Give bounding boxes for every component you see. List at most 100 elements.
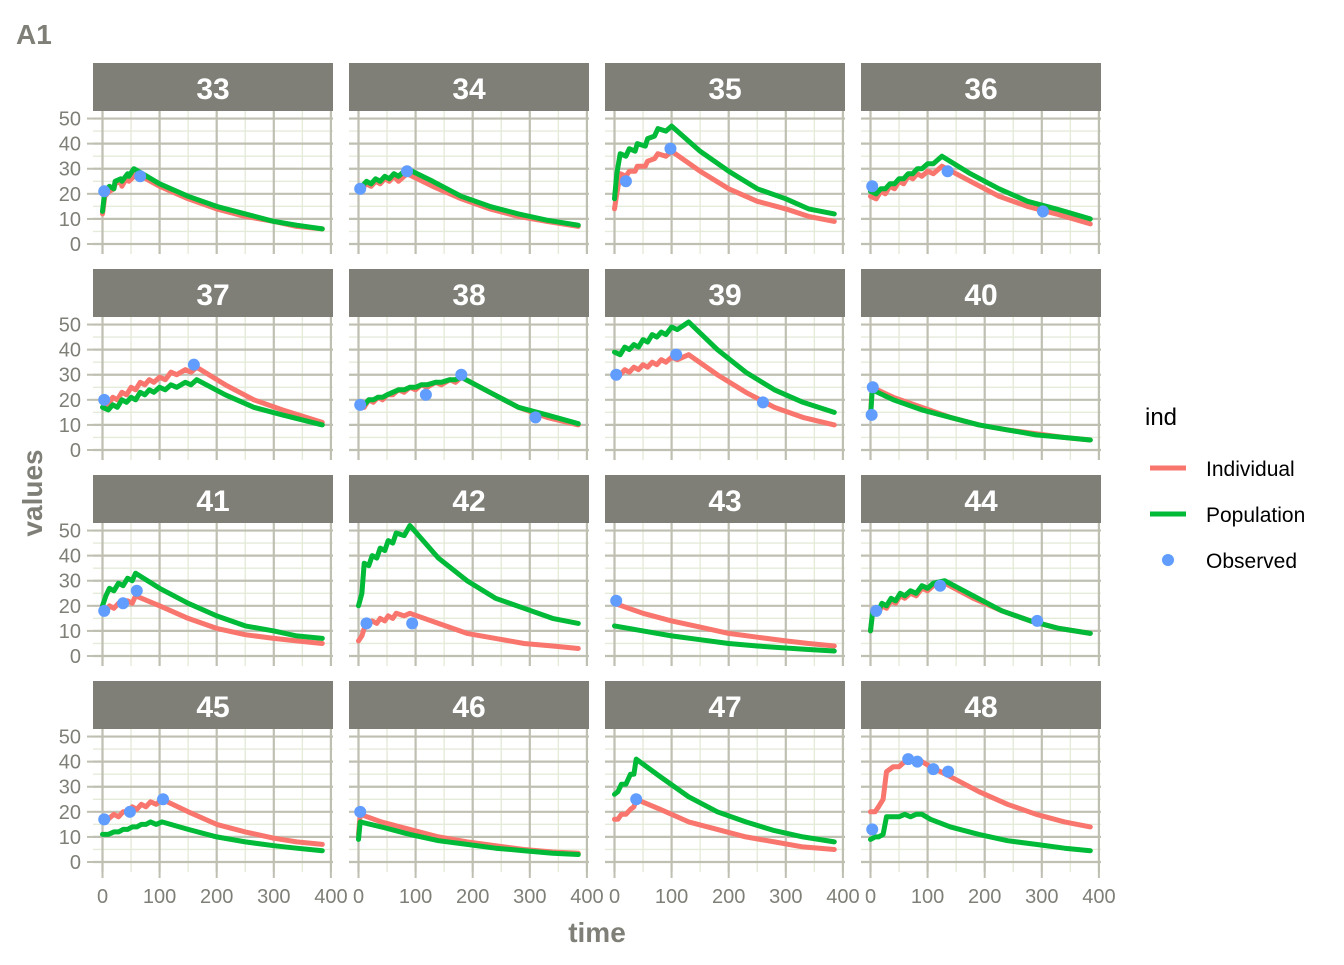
y-tick-label: 40: [59, 134, 81, 156]
legend-item-individual: Individual: [1150, 458, 1295, 481]
facet-panel-47: 47 0 100 200 300 400: [605, 681, 860, 908]
observed-point: [670, 348, 683, 361]
x-tick-label: 300: [769, 886, 802, 908]
population-line: [612, 123, 837, 217]
observed-point: [354, 398, 367, 411]
facet-strip-label: 33: [196, 73, 229, 106]
population-line: [612, 319, 837, 415]
series-group: [866, 753, 1093, 854]
legend-label: Individual: [1206, 458, 1295, 481]
facet-strip-label: 34: [452, 73, 486, 106]
facet-strip: [605, 269, 845, 317]
population-line: [868, 578, 1093, 636]
facet-panel-43: 43: [605, 475, 845, 666]
observed-point: [610, 594, 623, 607]
observed-point: [941, 165, 954, 178]
y-axis-title: values: [17, 449, 48, 536]
facet-panel-42: 42: [349, 475, 589, 666]
series-group: [354, 805, 581, 857]
observed-point: [187, 358, 200, 371]
y-tick-label: 20: [59, 802, 81, 824]
facet-panel-39: 39: [605, 269, 845, 460]
observed-point: [942, 765, 955, 778]
facet-strip-label: 42: [452, 485, 485, 518]
x-tick-label: 200: [712, 886, 745, 908]
major-grid: [349, 317, 589, 460]
y-tick-label: 20: [59, 390, 81, 412]
y-tick-label: 0: [70, 852, 81, 874]
observed-point: [756, 396, 769, 409]
minor-grid: [605, 111, 845, 254]
legend-title: ind: [1145, 404, 1177, 431]
population-line: [868, 153, 1093, 222]
series-group: [354, 368, 581, 428]
population-line: [100, 166, 325, 232]
observed-point: [354, 805, 367, 818]
population-line: [612, 623, 837, 654]
facet-strip-label: 36: [964, 73, 997, 106]
observed-point: [98, 604, 111, 617]
x-tick-label: 300: [1025, 886, 1058, 908]
facet-strip: [605, 475, 845, 523]
x-tick-label: 100: [399, 886, 432, 908]
legend-item-observed: Observed: [1162, 550, 1297, 573]
individual-line: [868, 163, 1093, 227]
x-tick-label: 400: [314, 886, 347, 908]
facet-strip: [93, 269, 333, 317]
x-tick-label: 100: [655, 886, 688, 908]
facet-strip: [861, 269, 1101, 317]
facet-strip-label: 37: [196, 279, 229, 312]
individual-line: [100, 593, 325, 646]
observed-point: [98, 185, 111, 198]
x-tick-label: 0: [865, 886, 876, 908]
facet-strip: [349, 475, 589, 523]
population-line: [100, 819, 325, 854]
population-line: [100, 377, 325, 428]
facet-panel-35: 35: [605, 63, 845, 254]
y-tick-label: 10: [59, 415, 81, 437]
facet-strip: [349, 681, 589, 729]
observed-point: [866, 381, 879, 394]
observed-point: [419, 388, 432, 401]
x-tick-label: 0: [97, 886, 108, 908]
series-group: [98, 793, 325, 854]
facet-strip-label: 45: [196, 691, 229, 724]
series-group: [865, 381, 1093, 443]
minor-grid: [861, 317, 1101, 460]
series-group: [610, 319, 837, 428]
legend-items: Individual Population Observed: [1150, 458, 1305, 573]
series-group: [98, 166, 325, 232]
individual-line: [612, 352, 837, 428]
x-tick-label: 0: [353, 886, 364, 908]
observed-point: [529, 411, 542, 424]
facet-strip-label: 41: [196, 485, 229, 518]
individual-line: [612, 796, 837, 852]
legend-label: Observed: [1206, 550, 1297, 573]
observed-point: [870, 604, 883, 617]
population-line: [868, 387, 1093, 443]
major-grid: [861, 523, 1101, 666]
y-tick-label: 30: [59, 777, 81, 799]
facet-strip: [93, 63, 333, 111]
individual-line: [868, 384, 1093, 443]
observed-point: [1031, 614, 1044, 627]
x-tick-label: 400: [826, 886, 859, 908]
minor-grid: [861, 523, 1101, 666]
y-tick-label: 10: [59, 209, 81, 231]
facet-panel-44: 44: [861, 475, 1101, 666]
observed-point: [934, 579, 947, 592]
facet-strip-label: 46: [452, 691, 485, 724]
facet-strip-label: 47: [708, 691, 741, 724]
major-grid: [349, 111, 589, 254]
facet-panel-38: 38: [349, 269, 589, 460]
x-tick-label: 0: [609, 886, 620, 908]
y-tick-label: 30: [59, 571, 81, 593]
x-tick-label: 100: [911, 886, 944, 908]
minor-grid: [349, 317, 589, 460]
population-line: [356, 166, 581, 228]
y-tick-label: 30: [59, 159, 81, 181]
minor-grid: [349, 111, 589, 254]
